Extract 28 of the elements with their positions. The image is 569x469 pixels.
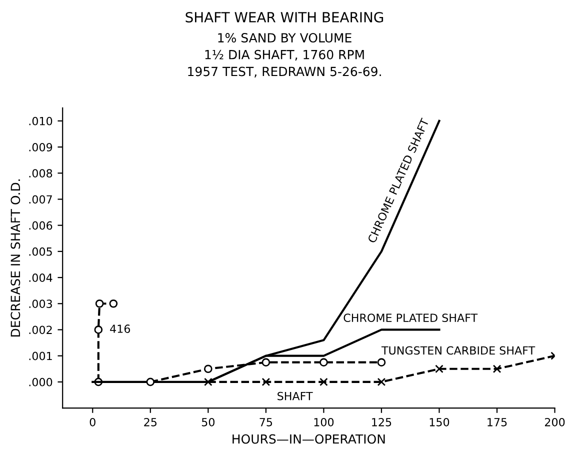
chart-subtitle: 1% SAND BY VOLUME 1½ DIA SHAFT, 1760 RPM 1957 TEST, REDRAWN 5-26-69.: [188, 33, 381, 78]
x-tick-label: 175: [488, 418, 507, 426]
y-tick-label: .004: [29, 274, 52, 282]
y-tick-label: .005: [29, 247, 52, 256]
y-tick-label: .009: [29, 142, 52, 152]
x-tick-label: 150: [430, 418, 450, 426]
x-axis-title: HOURS—IN—OPERATION: [232, 434, 385, 444]
x-tick-label: 75: [260, 418, 272, 426]
chart-title: SHAFT WEAR WITH BEARING: [186, 12, 384, 22]
y-tick-label: .006: [29, 221, 52, 230]
y-axis-title: DECREASE IN SHAFT O.D.: [10, 180, 20, 337]
y-tick-label: .003: [29, 300, 52, 308]
series-label: CHROME PLATED SHAFT: [344, 314, 478, 322]
series-label: 416: [110, 324, 130, 333]
x-tick-label: 50: [202, 418, 214, 426]
y-tick-label: .001: [29, 352, 52, 360]
y-tick-label: .010: [29, 116, 52, 126]
y-tick-label: .008: [29, 169, 52, 178]
x-tick-label: 0: [90, 418, 96, 426]
x-tick-label: 125: [372, 418, 392, 426]
y-tick-label: .002: [29, 326, 52, 334]
y-tick-label: .000: [29, 378, 52, 386]
x-tick-label: 200: [544, 418, 565, 426]
series-label: TUNGSTEN CARBIDE SHAFT: [381, 346, 536, 355]
x-tick-label: 100: [314, 418, 334, 426]
x-tick-label: 25: [144, 418, 156, 426]
series-label: SHAFT: [278, 392, 313, 400]
y-tick-label: .007: [29, 195, 52, 204]
